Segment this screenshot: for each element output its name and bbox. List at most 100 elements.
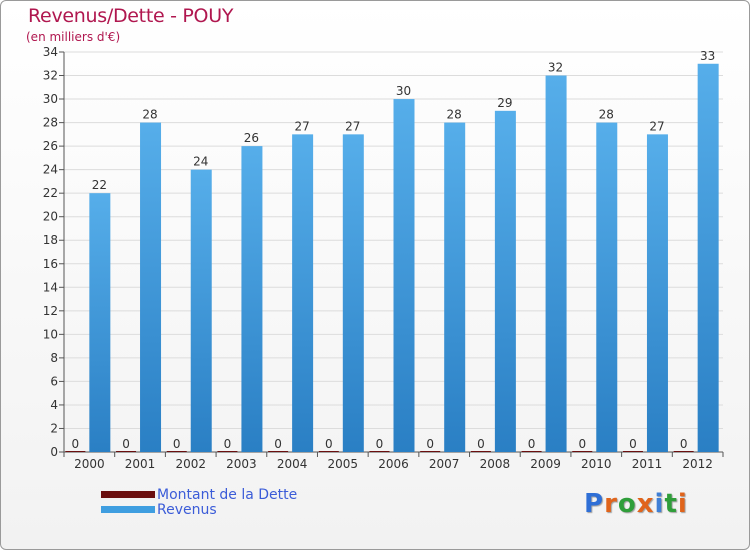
x-tick-label: 2010: [581, 457, 612, 471]
legend-label-debt: Montant de la Dette: [157, 486, 298, 503]
debt-bar: [166, 451, 187, 452]
revenue-bar: [89, 193, 111, 453]
x-tick-label: 2011: [632, 457, 663, 471]
debt-value-label: 0: [578, 437, 586, 451]
logo-letter: i: [677, 489, 688, 519]
x-tick-label: 2007: [429, 457, 460, 471]
debt-value-label: 0: [477, 437, 485, 451]
revenue-bar: [596, 122, 618, 453]
y-tick-label: 12: [43, 304, 58, 318]
x-tick-label: 2006: [378, 457, 409, 471]
debt-bar: [572, 451, 593, 452]
debt-bar: [369, 451, 390, 452]
revenue-value-label: 28: [447, 108, 462, 122]
debt-value-label: 0: [376, 437, 384, 451]
debt-value-label: 0: [224, 437, 232, 451]
revenue-value-label: 27: [345, 119, 360, 133]
y-tick-label: 20: [43, 210, 58, 224]
y-tick-label: 16: [43, 257, 58, 271]
debt-bar: [268, 451, 289, 452]
revenue-bar: [545, 75, 567, 452]
x-tick-label: 2009: [530, 457, 561, 471]
debt-bar: [217, 451, 238, 452]
revenue-value-label: 30: [396, 84, 411, 98]
logo-letter: x: [636, 489, 655, 519]
legend-swatch-revenue: [101, 506, 155, 513]
legend-item-debt: Montant de la Dette: [101, 486, 298, 503]
revenue-bar: [190, 169, 212, 452]
revenue-bar: [444, 122, 466, 453]
revenue-value-label: 24: [193, 155, 208, 169]
legend-swatch-debt: [101, 491, 155, 498]
x-tick-label: 2004: [277, 457, 308, 471]
revenue-value-label: 33: [700, 49, 715, 63]
logo-letter: i: [654, 489, 665, 519]
x-tick-label: 2008: [480, 457, 511, 471]
x-tick-label: 2000: [74, 457, 105, 471]
revenue-value-label: 27: [649, 119, 664, 133]
y-tick-label: 18: [43, 233, 58, 247]
debt-bar: [65, 451, 86, 452]
debt-value-label: 0: [629, 437, 637, 451]
debt-value-label: 0: [122, 437, 130, 451]
debt-bar: [318, 451, 339, 452]
revenue-value-label: 27: [294, 119, 309, 133]
x-tick-label: 2001: [125, 457, 156, 471]
revenue-value-label: 28: [599, 108, 614, 122]
revenue-bar: [393, 99, 415, 452]
y-tick-label: 0: [50, 445, 58, 459]
y-tick-label: 14: [43, 280, 58, 294]
logo-letter: P: [584, 489, 605, 519]
y-tick-label: 10: [43, 327, 58, 341]
logo-letter: o: [617, 489, 637, 519]
debt-bar: [622, 451, 643, 452]
debt-bar: [420, 451, 441, 452]
y-tick-label: 34: [43, 45, 58, 59]
x-tick-label: 2012: [682, 457, 713, 471]
revenue-value-label: 29: [497, 96, 512, 110]
revenue-value-label: 32: [548, 61, 563, 75]
revenue-bar: [241, 146, 263, 452]
revenue-bar: [292, 134, 314, 452]
revenue-bar: [494, 110, 516, 452]
debt-bar: [116, 451, 137, 452]
legend-item-revenue: Revenus: [101, 501, 297, 518]
debt-value-label: 0: [72, 437, 80, 451]
debt-bar: [521, 451, 542, 452]
revenue-bar: [697, 63, 719, 452]
y-tick-label: 6: [50, 374, 58, 388]
x-tick-label: 2002: [175, 457, 206, 471]
chart-subtitle: (en milliers d'€): [26, 30, 121, 44]
debt-value-label: 0: [173, 437, 181, 451]
y-tick-label: 22: [43, 186, 58, 200]
x-tick-label: 2003: [226, 457, 257, 471]
y-tick-label: 2: [50, 421, 58, 435]
y-tick-label: 32: [43, 69, 58, 83]
debt-bar: [470, 451, 491, 452]
revenue-value-label: 22: [92, 178, 107, 192]
y-tick-label: 8: [50, 351, 58, 365]
debt-value-label: 0: [274, 437, 282, 451]
debt-value-label: 0: [426, 437, 434, 451]
y-tick-label: 4: [50, 398, 58, 412]
y-tick-label: 24: [43, 163, 58, 177]
debt-value-label: 0: [325, 437, 333, 451]
x-tick-label: 2005: [328, 457, 359, 471]
revenue-value-label: 28: [142, 108, 157, 122]
logo-letter: t: [664, 489, 678, 519]
chart-title: Revenus/Dette - POUY: [28, 5, 234, 27]
revenue-value-label: 26: [244, 131, 259, 145]
revenue-bar: [140, 122, 162, 453]
y-tick-label: 26: [43, 139, 58, 153]
revenue-bar: [342, 134, 364, 452]
revenue-bar: [646, 134, 668, 452]
logo-letter: r: [604, 489, 618, 519]
y-tick-label: 28: [43, 116, 58, 130]
debt-bar: [673, 451, 694, 452]
debt-value-label: 0: [680, 437, 688, 451]
debt-value-label: 0: [528, 437, 536, 451]
legend-label-revenue: Revenus: [157, 501, 217, 518]
